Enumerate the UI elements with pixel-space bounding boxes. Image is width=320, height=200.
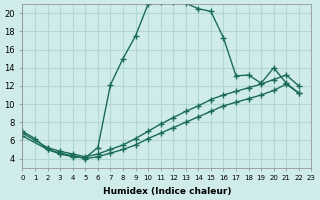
X-axis label: Humidex (Indice chaleur): Humidex (Indice chaleur): [103, 187, 231, 196]
